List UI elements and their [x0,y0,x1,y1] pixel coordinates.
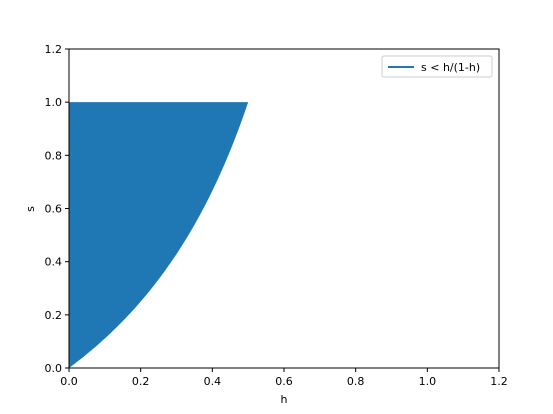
x-axis-label: h [281,393,288,406]
y-tick-label: 1.2 [45,43,63,56]
y-axis-ticks: 0.0 0.2 0.4 0.6 0.8 1.0 1.2 [45,43,69,375]
y-tick-label: 0.4 [45,256,63,269]
x-tick-label: 1.0 [419,375,437,388]
x-tick-label: 0.2 [132,375,150,388]
x-tick-label: 0.0 [60,375,78,388]
area-fill-0 [69,102,249,369]
y-tick-label: 0.0 [45,362,63,375]
y-tick-label: 0.2 [45,309,63,322]
legend: s < h/(1-h) [381,55,493,78]
fill-layer [69,102,249,369]
y-tick-label: 0.6 [45,203,63,216]
y-tick-label: 1.0 [45,96,63,109]
x-tick-label: 0.8 [347,375,365,388]
y-axis-label: s [24,206,37,212]
legend-label: s < h/(1-h) [421,61,480,74]
legend-box [381,55,493,78]
x-tick-label: 0.4 [204,375,222,388]
x-axis-ticks: 0.0 0.2 0.4 0.6 0.8 1.0 1.2 [60,368,508,388]
y-tick-label: 0.8 [45,149,63,162]
x-tick-label: 1.2 [490,375,508,388]
x-tick-label: 0.6 [275,375,293,388]
